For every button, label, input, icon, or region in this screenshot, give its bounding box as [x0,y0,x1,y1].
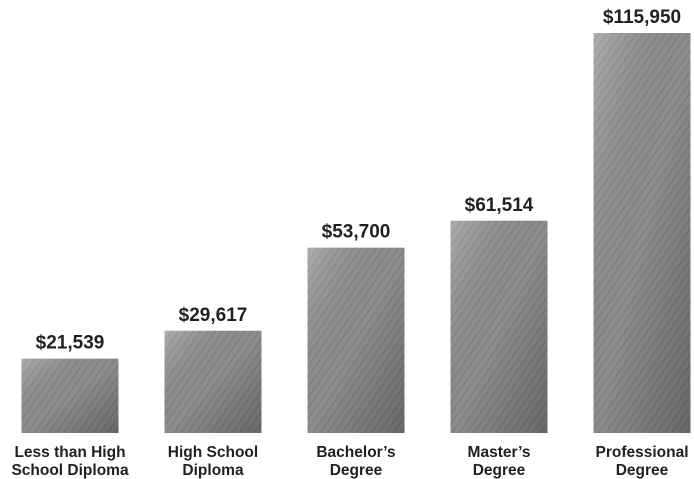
category-label: Diploma [182,462,244,479]
bar-shade [22,359,119,433]
page: $21,539 Less than HighSchool Diploma $29,6… [0,0,694,479]
value-label: $29,617 [179,305,248,326]
bar-shade [165,331,262,433]
category-label: Degree [616,462,669,479]
category-label: High School [168,444,258,461]
value-label: $61,514 [465,195,534,216]
category-label: Degree [473,462,526,479]
bar-shade [308,248,405,433]
category-label: School Diploma [11,462,129,479]
value-label: $53,700 [322,222,391,243]
value-label: $21,539 [36,333,105,354]
value-label: $115,950 [603,7,681,28]
category-label: Master’s [468,444,531,461]
category-label: Less than High [14,444,125,461]
bar-shade [451,221,548,433]
category-label: Bachelor’s [316,444,395,461]
chart: $21,539 Less than HighSchool Diploma $29,6… [0,0,694,479]
bar-shade [594,33,691,433]
category-label: Degree [330,462,383,479]
category-label: Professional [595,444,688,461]
